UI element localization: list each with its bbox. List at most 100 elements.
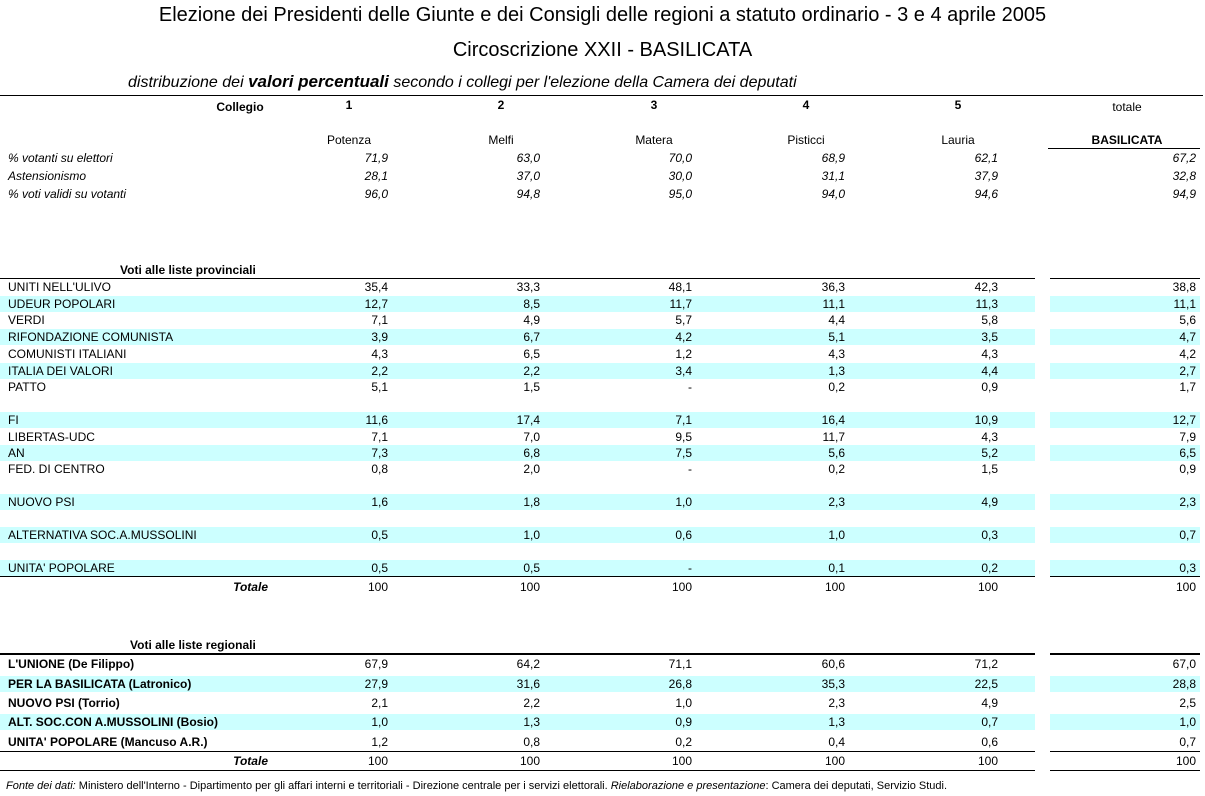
cell: 100 [671, 580, 692, 594]
cell: 17,4 [516, 413, 540, 427]
section-heading: Voti alle liste regionali [130, 638, 256, 652]
cell: 8,5 [523, 297, 540, 311]
cell: 3,5 [981, 330, 998, 344]
total-label: totale [1112, 100, 1142, 114]
rule [0, 751, 1035, 752]
credit: : Camera dei deputati, Servizio Studi. [765, 780, 948, 792]
cell: 48,1 [668, 280, 692, 294]
total-cell: 0,7 [1179, 735, 1196, 749]
cell: 0,5 [371, 528, 388, 542]
cell: 7,1 [371, 313, 388, 327]
cell: 1,5 [523, 380, 540, 394]
cell: 0,4 [828, 735, 845, 749]
cell: 0,6 [675, 528, 692, 542]
cell: 2,0 [523, 462, 540, 476]
total-cell: 4,7 [1179, 330, 1196, 344]
title: Elezione dei Presidenti delle Giunte e d… [158, 4, 1047, 26]
row-label: UNITI NELL'ULIVO [8, 280, 111, 294]
cell: 28,1 [364, 169, 388, 183]
rule [1050, 278, 1200, 279]
row-highlight [1050, 494, 1200, 510]
cell: 6,8 [523, 446, 540, 460]
cell: 5,1 [371, 380, 388, 394]
cell: 7,1 [371, 430, 388, 444]
cell: 2,2 [523, 696, 540, 710]
cell: 11,7 [822, 430, 845, 444]
rule [0, 278, 1035, 279]
cell: 0,2 [828, 462, 845, 476]
row-highlight [0, 494, 1035, 510]
row-label: NUOVO PSI (Torrio) [8, 696, 120, 710]
cell: 0,2 [981, 561, 998, 575]
description-suffix: secondo i collegi per l'elezione della C… [393, 74, 797, 91]
cell: 10,9 [974, 413, 998, 427]
cell: 100 [519, 580, 540, 594]
row-highlight [0, 714, 1035, 730]
column-number: 5 [954, 98, 962, 112]
row-label: PATTO [8, 380, 47, 394]
row-label: COMUNISTI ITALIANI [8, 347, 127, 361]
column-number: 3 [650, 98, 658, 112]
cell: 62,1 [974, 151, 998, 165]
cell: 16,4 [821, 413, 845, 427]
row-label: PER LA BASILICATA (Latronico) [8, 677, 192, 691]
cell: 0,9 [675, 715, 692, 729]
cell: - [688, 380, 692, 394]
row-label: UDEUR POPOLARI [8, 297, 116, 311]
row-highlight [1050, 676, 1200, 692]
total-cell: 11,1 [1173, 297, 1196, 311]
cell: 4,2 [675, 330, 692, 344]
row-label: UNITA' POPOLARE [8, 561, 115, 575]
cell: 63,0 [516, 151, 540, 165]
cell: 2,2 [371, 364, 388, 378]
cell: 2,3 [828, 696, 845, 710]
total-cell: 67,0 [1172, 657, 1196, 671]
cell: 1,0 [675, 696, 692, 710]
row-highlight [1050, 527, 1200, 543]
source: Ministero dell'Interno - Dipartimento pe… [78, 780, 608, 792]
row-highlight [1050, 296, 1200, 312]
row-highlight [1050, 714, 1200, 730]
cell: 0,8 [523, 735, 540, 749]
cell: 70,0 [668, 151, 692, 165]
cell: 11,3 [975, 297, 998, 311]
row-label: AN [8, 446, 25, 460]
total-cell: 2,7 [1179, 364, 1196, 378]
cell: 11,1 [822, 297, 845, 311]
column-number: 2 [497, 98, 505, 112]
description: distribuzione dei valori percentuali sec… [128, 72, 797, 92]
cell: 37,0 [516, 169, 540, 183]
total-cell: 4,2 [1179, 347, 1196, 361]
column-number: 1 [345, 98, 353, 112]
footer: Fonte dei dati: Ministero dell'Interno -… [6, 778, 947, 794]
row-highlight [1050, 363, 1200, 379]
cell: 7,3 [371, 446, 388, 460]
row-highlight [1050, 329, 1200, 345]
cell: 31,1 [821, 169, 845, 183]
cell: 1,3 [828, 364, 845, 378]
subtitle: Circoscrizione XXII - BASILICATA [452, 39, 753, 61]
cell: 0,7 [981, 715, 998, 729]
row-label: ALT. SOC.CON A.MUSSOLINI (Bosio) [8, 715, 218, 729]
cell: 1,5 [981, 462, 998, 476]
total-cell: 0,3 [1179, 561, 1196, 575]
row-label: LIBERTAS-UDC [8, 430, 95, 444]
rule [0, 95, 1203, 96]
column-name: Melfi [488, 133, 514, 147]
rule [0, 770, 1035, 771]
cell: 1,8 [523, 495, 540, 509]
total-cell: 100 [1175, 754, 1196, 768]
column-name: Lauria [941, 133, 975, 147]
cell: 0,2 [828, 380, 845, 394]
cell: 64,2 [516, 657, 540, 671]
row-highlight [0, 676, 1035, 692]
row-label: % voti validi su votanti [8, 187, 127, 201]
credit-label: Rielaborazione e presentazione [610, 780, 766, 792]
cell: 36,3 [821, 280, 845, 294]
cell: - [688, 462, 692, 476]
total-cell: 1,0 [1179, 715, 1196, 729]
cell: 100 [367, 754, 388, 768]
cell: 42,3 [974, 280, 998, 294]
column-name: Pisticci [787, 133, 825, 147]
total-cell: 0,9 [1179, 462, 1196, 476]
